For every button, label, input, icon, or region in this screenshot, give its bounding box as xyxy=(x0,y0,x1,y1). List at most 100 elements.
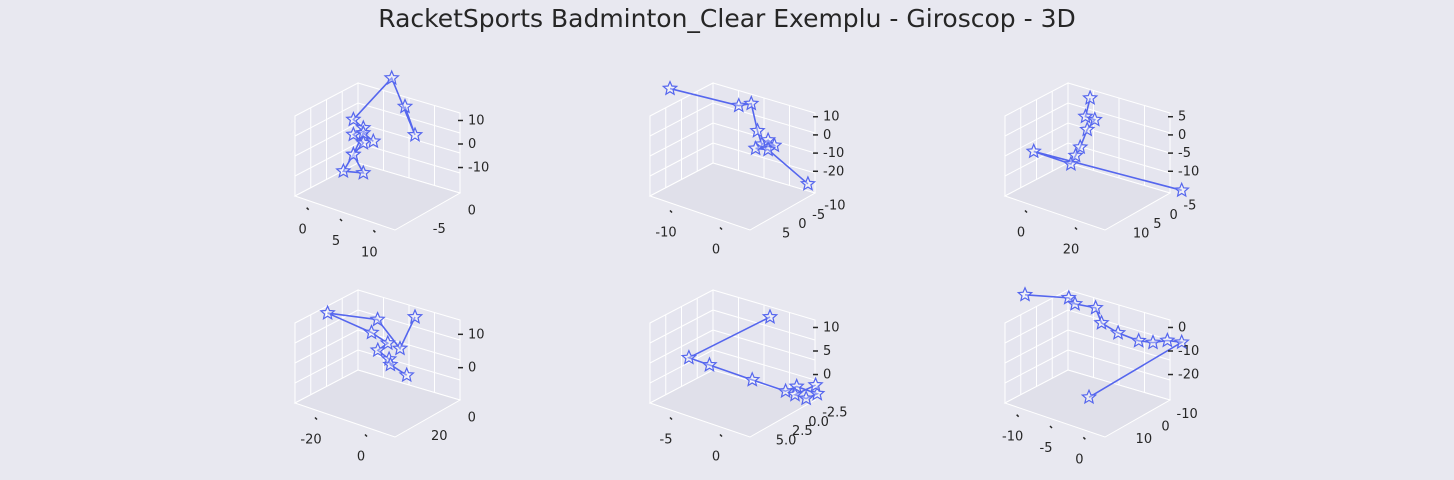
data-point-star xyxy=(1109,324,1127,340)
y-tick-label: 0 xyxy=(1161,420,1169,435)
data-point-star xyxy=(1060,289,1077,305)
z-tick-label: -5 xyxy=(1178,146,1191,161)
data-point-star xyxy=(1087,299,1104,315)
grid-line xyxy=(357,122,461,154)
grid-line xyxy=(294,122,359,157)
grid-line xyxy=(649,142,714,177)
x-tick-label: 20 xyxy=(1063,243,1080,258)
grid-line xyxy=(294,349,359,384)
data-point-star xyxy=(809,385,826,401)
data-point-star xyxy=(379,334,396,351)
grid-line xyxy=(1004,329,1069,364)
x-tick-label: 0 xyxy=(712,243,720,258)
data-point-star xyxy=(799,175,817,191)
data-point-star xyxy=(363,324,380,340)
y-tick-label: 2.5 xyxy=(792,424,813,439)
subplot-6: -10 -5 0 10 0 -10 0 -10 -20 xyxy=(1002,286,1199,467)
z-tick-label: 0 xyxy=(823,128,831,143)
grid-line xyxy=(649,122,714,157)
data-point-star xyxy=(1144,334,1162,350)
data-point-star xyxy=(406,126,424,142)
x-tick-mark xyxy=(364,433,368,438)
z-tick-label: 0 xyxy=(468,137,476,152)
data-point-star xyxy=(382,356,399,372)
data-point-star xyxy=(1130,332,1147,348)
x-tick-mark xyxy=(719,226,723,231)
z-tick-label: 10 xyxy=(468,113,485,128)
data-point-star xyxy=(1077,108,1094,124)
data-point-star xyxy=(680,349,698,365)
data-point-star xyxy=(786,386,804,402)
data-point-star xyxy=(1080,388,1098,405)
grid-line xyxy=(712,329,816,361)
x-tick-mark xyxy=(306,207,310,211)
x-tick-mark xyxy=(339,218,343,222)
data-point-star xyxy=(369,311,386,327)
data-point-star xyxy=(1173,181,1190,198)
y-tick-label: 0 xyxy=(798,217,806,232)
pane-floor xyxy=(648,162,817,231)
x-tick-label: 0 xyxy=(712,450,720,465)
grid-line xyxy=(712,142,816,174)
grid-line xyxy=(294,142,359,177)
z-tick-label: -10 xyxy=(468,161,489,176)
grid-line xyxy=(1067,349,1171,381)
z-tick-label: -10 xyxy=(1178,344,1199,359)
data-point-star xyxy=(1025,142,1042,159)
data-point-star xyxy=(743,95,760,111)
data-point-star xyxy=(730,97,747,113)
x-tick-mark xyxy=(1074,226,1078,231)
data-point-star xyxy=(1072,138,1089,155)
data-point-star xyxy=(1067,147,1084,163)
grid-line xyxy=(712,349,816,381)
z-tick-label: 10 xyxy=(823,110,840,125)
z-tick-label: 0 xyxy=(468,361,476,376)
z-tick-label: 0 xyxy=(823,368,831,383)
data-point-star xyxy=(383,69,400,86)
y-tick-label: 0.0 xyxy=(808,415,829,430)
y-tick-label: -2.5 xyxy=(822,406,847,421)
grid-line xyxy=(649,349,714,384)
subplot-4: -20 0 20 0 10 0 xyxy=(293,289,485,465)
data-point-star xyxy=(788,377,805,394)
z-tick-label: 0 xyxy=(1178,320,1186,335)
y-tick-label: 0 xyxy=(468,203,476,218)
data-point-star xyxy=(398,366,415,383)
data-point-star xyxy=(391,340,409,356)
series-line xyxy=(327,312,416,376)
x-tick-mark xyxy=(314,416,318,421)
z-tick-label: 10 xyxy=(468,327,485,342)
y-tick-label: 0 xyxy=(468,410,476,425)
z-tick-label: -20 xyxy=(1178,368,1199,383)
data-point-star xyxy=(1086,111,1103,127)
pane-floor xyxy=(648,369,817,438)
data-point-star xyxy=(1173,333,1190,350)
y-tick-label: -10 xyxy=(1177,407,1198,422)
y-tick-label: 5 xyxy=(782,226,790,241)
x-tick-label: 0 xyxy=(299,223,307,238)
data-point-star xyxy=(701,356,718,372)
x-tick-mark xyxy=(669,416,673,421)
x-tick-mark xyxy=(719,433,723,438)
y-tick-label: 5 xyxy=(1153,217,1161,232)
data-point-star xyxy=(406,308,424,324)
x-tick-label: -10 xyxy=(655,226,676,241)
z-tick-label: -20 xyxy=(823,164,844,179)
data-point-star xyxy=(345,111,362,127)
z-tick-label: -10 xyxy=(1178,164,1199,179)
data-point-star xyxy=(1066,295,1084,311)
grid-line xyxy=(1004,142,1069,177)
data-point-star xyxy=(1093,314,1110,330)
series-line xyxy=(342,76,416,174)
x-tick-mark xyxy=(1016,414,1020,418)
x-tick-label: -5 xyxy=(1040,441,1053,456)
data-point-star xyxy=(798,389,815,406)
z-tick-label: 10 xyxy=(823,320,840,335)
y-tick-label: -5 xyxy=(1183,199,1196,214)
y-tick-label: 0 xyxy=(1169,208,1177,223)
x-tick-label: 10 xyxy=(361,245,378,260)
data-point-star xyxy=(1082,89,1099,106)
